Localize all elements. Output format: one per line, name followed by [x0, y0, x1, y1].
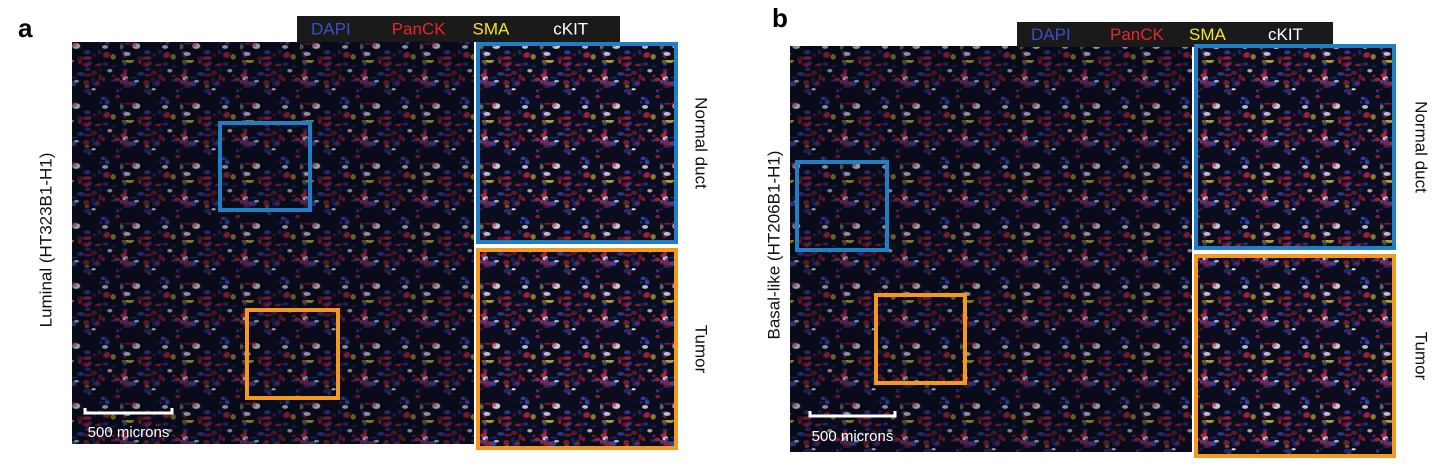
inset-label: Tumor — [1412, 332, 1431, 381]
inset-image — [476, 42, 678, 244]
roi-box — [218, 121, 312, 212]
legend-bar — [1017, 22, 1333, 47]
micrograph — [72, 42, 474, 444]
legend-item: cKIT — [553, 19, 588, 38]
scale-label: 500 microns — [812, 428, 894, 445]
sample-label: Basal-like (HT206B1-H1) — [764, 151, 783, 340]
inset-image — [1194, 254, 1396, 458]
legend-item: DAPI — [311, 19, 351, 38]
inset-label: Tumor — [692, 325, 711, 374]
inset-frame — [476, 42, 678, 244]
roi-box — [795, 160, 889, 252]
legend-item: PanCK — [392, 19, 447, 38]
inset-frame — [1194, 44, 1396, 250]
scale-label: 500 microns — [88, 424, 170, 441]
inset-label: Normal duct — [692, 97, 711, 189]
sample-label: Luminal (HT323B1-H1) — [36, 153, 55, 328]
legend-item: SMA — [1189, 25, 1227, 44]
legend-item: SMA — [473, 19, 511, 38]
micrograph-shade — [72, 42, 474, 444]
legend-item: PanCK — [1110, 25, 1165, 44]
roi-box — [245, 308, 340, 400]
inset-image — [476, 248, 678, 450]
legend-item: cKIT — [1268, 25, 1303, 44]
inset-frame — [476, 248, 678, 450]
inset-image — [1194, 44, 1396, 250]
legend-bar — [297, 16, 620, 42]
roi-box — [874, 293, 967, 385]
inset-label: Normal duct — [1412, 101, 1431, 193]
legend-item: DAPI — [1031, 25, 1071, 44]
scale-bar — [808, 411, 897, 418]
scale-bar — [83, 408, 174, 415]
panel-label: b — [772, 3, 788, 33]
panel-label: a — [18, 13, 33, 43]
inset-frame — [1194, 254, 1396, 458]
